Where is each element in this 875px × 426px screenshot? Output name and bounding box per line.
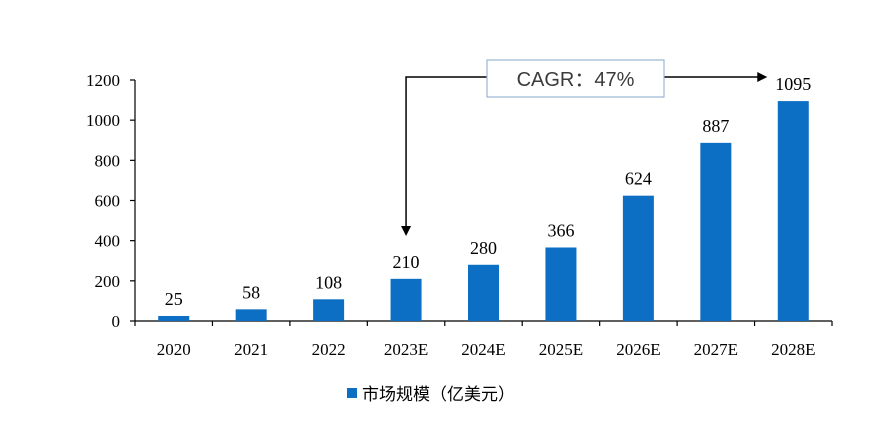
data-label-2023E: 210 [393,252,420,272]
x-tick-label: 2025E [539,340,583,359]
bar-2021 [235,309,267,321]
x-tick-label: 2022 [312,340,346,359]
bar-2028E [777,101,809,322]
y-tick-label: 0 [112,312,121,331]
x-tick-label: 2020 [157,340,191,359]
data-label-2022: 108 [315,272,342,292]
y-tick-label: 400 [95,232,121,251]
bar-2023E [390,278,422,321]
data-labels: 25 58 108 210 280 366 624 887 1095 [165,74,812,309]
bar-2025E [545,247,577,321]
data-label-2021: 58 [242,282,260,302]
x-tick-label: 2026E [616,340,660,359]
bar-series [158,101,809,322]
y-axis: 0 200 400 600 800 1000 1200 [86,71,136,331]
cagr-right-arrowhead [757,72,768,82]
bar-2020 [158,315,190,321]
bar-2022 [313,299,345,321]
data-label-2028E: 1095 [775,74,811,94]
bar-2027E [700,142,732,321]
cagr-label: CAGR：47% [517,69,635,91]
x-tick-label: 2021 [234,340,268,359]
y-tick-label: 200 [95,272,121,291]
cagr-box [486,59,665,98]
data-label-2027E: 887 [702,116,729,136]
cagr-annotation: CAGR：47% [401,59,768,236]
data-label-2026E: 624 [625,169,652,189]
data-label-2020: 25 [165,289,183,309]
cagr-down-arrowhead [401,226,412,236]
legend-swatch [347,388,357,398]
y-tick-label: 1200 [86,71,120,90]
x-axis: 2020 2021 2022 2023E 2024E 2025E 2026E 2027E 202… [134,320,833,359]
y-tick-label: 800 [95,151,121,170]
x-tick-label: 2027E [694,340,738,359]
x-tick-label: 2028E [771,340,815,359]
data-label-2025E: 366 [547,220,574,240]
x-tick-label: 2024E [461,340,505,359]
y-tick-label: 600 [95,192,121,211]
y-tick-label: 1000 [86,111,120,130]
bar-2024E [468,264,499,321]
legend: 市场规模（亿美元） [347,385,515,405]
x-tick-label: 2023E [384,340,428,359]
bar-2026E [622,195,654,321]
data-label-2024E: 280 [470,238,497,258]
legend-label: 市场规模（亿美元） [362,385,515,405]
